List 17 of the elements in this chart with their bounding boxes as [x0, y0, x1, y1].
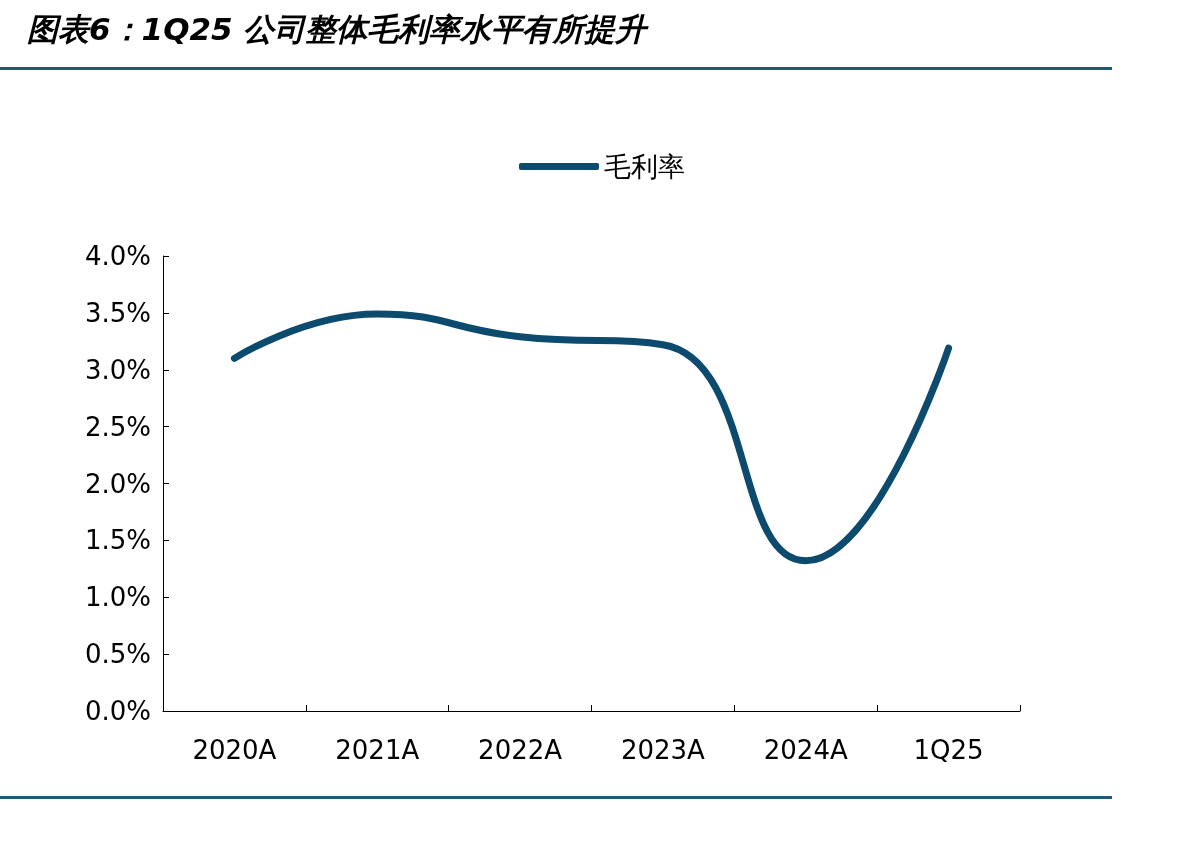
x-tick-label: 2021A [335, 735, 420, 765]
x-tick-label: 2020A [192, 735, 277, 765]
legend-label: 毛利率 [604, 151, 685, 182]
y-tick-label: 3.5% [84, 297, 151, 328]
y-tick-label: 0.5% [84, 639, 151, 670]
y-tick-label: 3.0% [84, 354, 151, 385]
x-tick-label: 2022A [478, 735, 563, 765]
y-tick-label: 2.0% [84, 468, 151, 499]
chart-title: 图表6：1Q25 公司整体毛利率水平有所提升 [27, 10, 650, 47]
y-tick-label: 0.0% [84, 696, 151, 726]
y-tick-label: 4.0% [84, 241, 151, 271]
x-tick-label: 2023A [620, 735, 706, 765]
x-tick-label: 2024A [763, 735, 848, 765]
y-tick-label: 2.5% [84, 411, 151, 442]
x-tick-label: 1Q25 [913, 735, 984, 765]
y-tick-label: 1.0% [84, 582, 151, 613]
y-tick-label: 1.5% [84, 525, 151, 556]
